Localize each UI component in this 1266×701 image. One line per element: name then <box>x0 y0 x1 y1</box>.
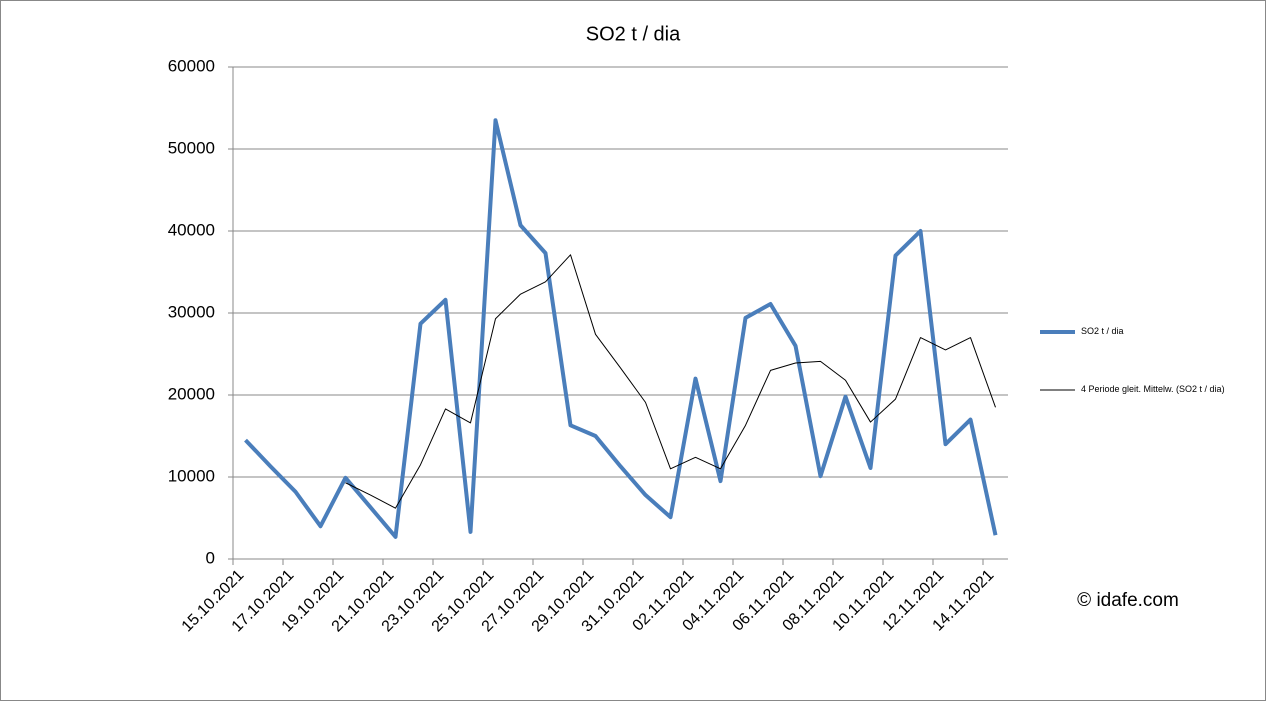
y-tick-label: 10000 <box>168 466 215 485</box>
y-tick-label: 20000 <box>168 384 215 403</box>
chart-title: SO2 t / dia <box>586 23 681 45</box>
y-tick-label: 40000 <box>168 220 215 239</box>
y-tick-label: 60000 <box>168 56 215 75</box>
annotation: © idafe.com <box>1077 590 1179 611</box>
y-tick-label: 30000 <box>168 302 215 321</box>
legend-label: SO2 t / dia <box>1081 326 1124 336</box>
y-tick-label: 0 <box>206 548 215 567</box>
series-line <box>345 254 996 509</box>
series-line <box>244 118 998 539</box>
y-tick-label: 50000 <box>168 138 215 157</box>
legend-label: 4 Periode gleit. Mittelw. (SO2 t / dia) <box>1081 384 1225 394</box>
